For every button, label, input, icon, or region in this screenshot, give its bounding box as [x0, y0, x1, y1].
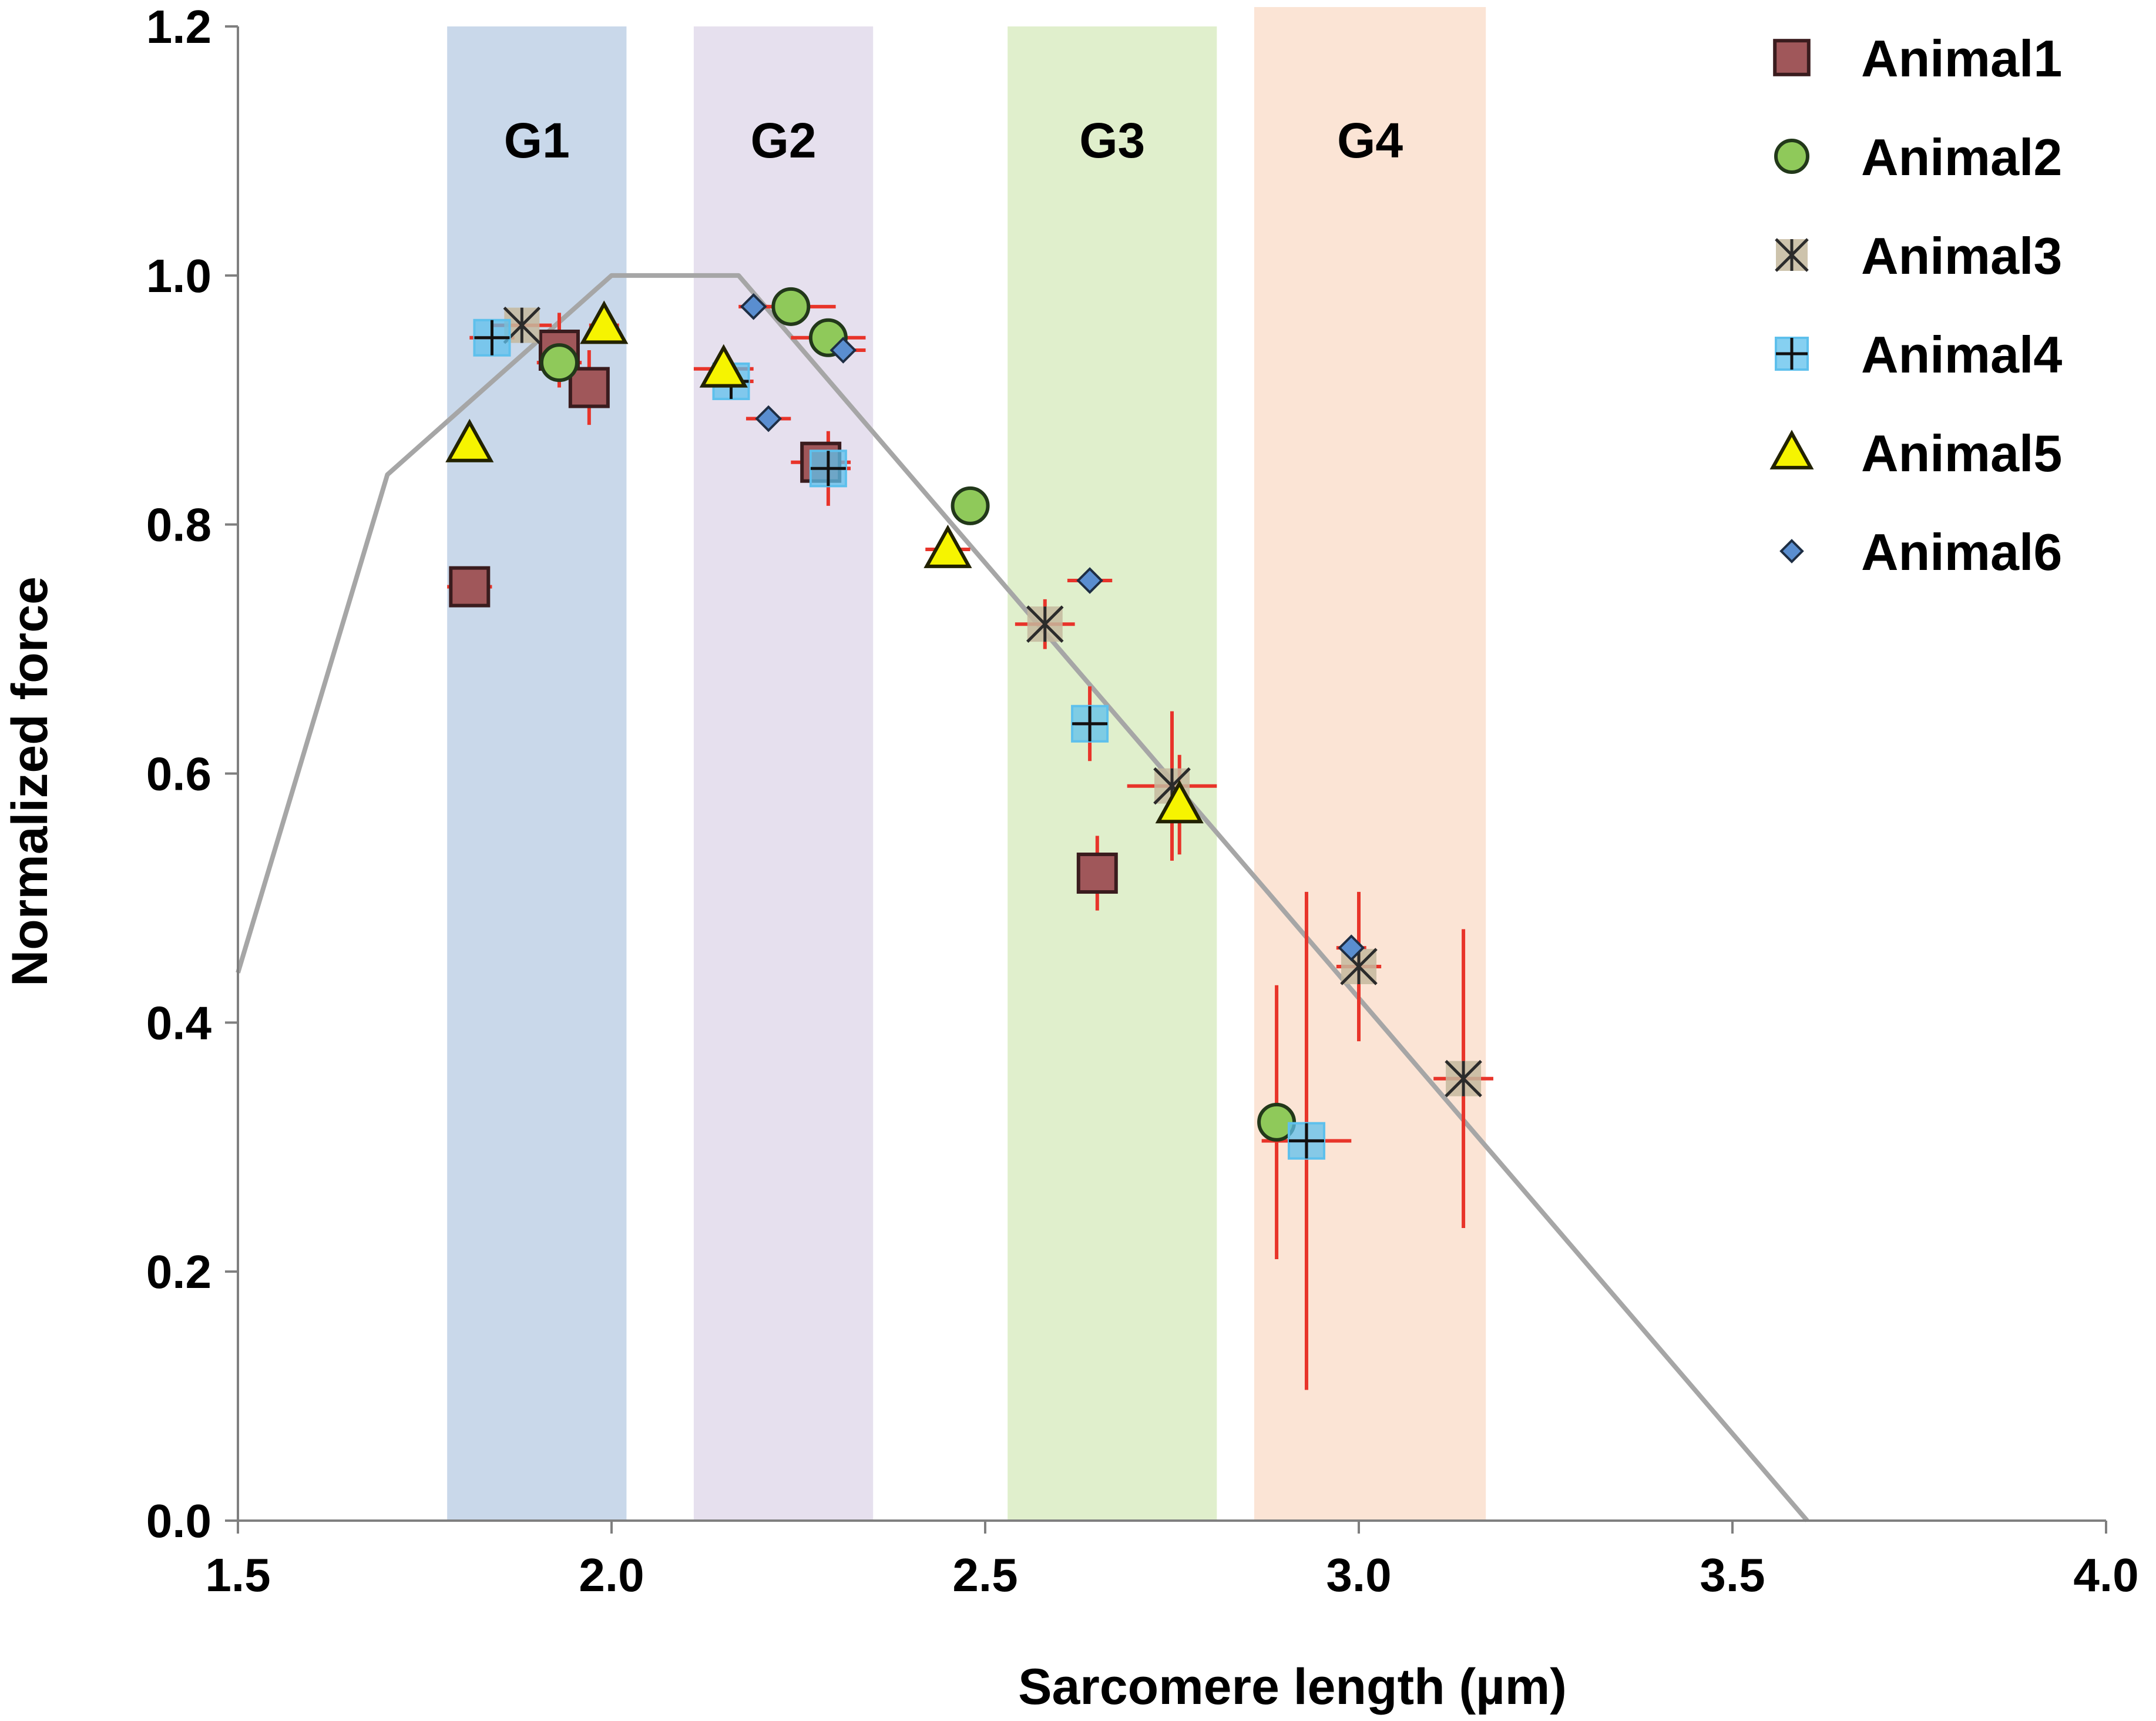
marker-diamond [755, 405, 782, 432]
marker-square [1773, 39, 1811, 76]
data-point-animal3 [1445, 1059, 1482, 1098]
band-label-g4: G4 [1337, 113, 1403, 168]
legend-marker-animal5 [1769, 430, 1814, 469]
marker-triangle [445, 418, 494, 462]
data-point-animal6 [1338, 934, 1365, 962]
band-label-g2: G2 [751, 113, 817, 168]
legend-label-animal2: Animal2 [1861, 128, 2062, 186]
marker-circle [1774, 139, 1809, 174]
marker-triangle [1155, 780, 1204, 824]
data-point-animal5 [1155, 780, 1204, 824]
x-tick-label: 1.5 [205, 1549, 270, 1601]
legend-marker-animal4 [1775, 337, 1809, 371]
band-g1 [447, 26, 627, 1521]
data-point-animal5 [923, 524, 972, 568]
legend-marker-animal6 [1779, 539, 1804, 563]
x-axis-title: Sarcomere length (µm) [1018, 1659, 1567, 1715]
y-tick-label: 1.2 [146, 1, 211, 53]
data-point-animal4 [1287, 1122, 1325, 1160]
band-label-g1: G1 [504, 113, 570, 168]
data-point-animal3 [1026, 605, 1064, 643]
data-points [445, 287, 1482, 1160]
marker-diamond [1076, 567, 1103, 594]
legend-marker-animal2 [1774, 139, 1809, 174]
y-tick-label: 0.2 [146, 1246, 211, 1298]
band-label-g3: G3 [1079, 113, 1145, 168]
marker-diamond [740, 293, 767, 320]
data-point-animal2 [951, 486, 990, 525]
y-tick-label: 0.0 [146, 1495, 211, 1547]
x-tick-label: 2.5 [952, 1549, 1017, 1601]
marker-diamond [1779, 539, 1804, 563]
marker-square [449, 566, 491, 608]
marker-circle [951, 486, 990, 525]
data-point-animal1 [449, 566, 491, 608]
data-point-animal6 [740, 293, 767, 320]
data-point-animal5 [699, 344, 748, 388]
legend-marker-animal1 [1773, 39, 1811, 76]
marker-diamond [830, 337, 857, 364]
y-tick-label: 0.8 [146, 499, 211, 551]
axes: 0.0 0.2 0.4 0.6 0.8 1.0 1.2 1.5 2.0 2.5 3.0 3.5 4.0 [146, 1, 2139, 1601]
data-point-animal6 [755, 405, 782, 432]
band-g4 [1254, 7, 1486, 1521]
marker-square [568, 367, 610, 408]
data-point-animal4 [809, 449, 847, 488]
x-tick-label: 2.0 [579, 1549, 644, 1601]
data-point-animal4 [473, 318, 511, 357]
data-point-animal6 [830, 337, 857, 364]
legend-label-animal6: Animal6 [1861, 523, 2062, 581]
marker-triangle [923, 524, 972, 568]
data-point-animal4 [1071, 704, 1109, 743]
band-g2 [693, 26, 874, 1521]
marker-square [1076, 853, 1118, 894]
data-point-animal1 [568, 367, 610, 408]
y-tick-label: 0.4 [146, 997, 212, 1049]
marker-diamond [1338, 934, 1365, 962]
reference-curve-layer [236, 273, 1809, 1522]
legend-label-animal3: Animal3 [1861, 227, 2062, 285]
data-point-animal1 [1076, 853, 1118, 894]
legend: Animal1 Animal2 Animal3 Animal4 Animal5 Anima… [1769, 29, 2062, 581]
reference-curve-line [236, 273, 1809, 1522]
data-point-animal2 [539, 343, 579, 383]
marker-triangle [699, 344, 748, 388]
legend-marker-animal3 [1775, 238, 1809, 272]
marker-triangle [1769, 430, 1814, 469]
marker-circle [771, 287, 811, 326]
x-tick-label: 4.0 [2073, 1549, 2138, 1601]
marker-triangle [580, 300, 629, 344]
x-tick-label: 3.5 [1700, 1549, 1765, 1601]
legend-label-animal5: Animal5 [1861, 424, 2062, 482]
data-point-animal5 [445, 418, 494, 462]
data-point-animal2 [771, 287, 811, 326]
y-tick-label: 0.6 [146, 748, 211, 800]
legend-label-animal4: Animal4 [1861, 326, 2062, 384]
marker-circle [539, 343, 579, 383]
y-axis-title: Normalized force [2, 576, 58, 987]
data-point-animal6 [1076, 567, 1103, 594]
y-tick-label: 1.0 [146, 250, 211, 302]
x-tick-label: 3.0 [1326, 1549, 1391, 1601]
legend-label-animal1: Animal1 [1861, 29, 2062, 88]
data-point-animal5 [580, 300, 629, 344]
